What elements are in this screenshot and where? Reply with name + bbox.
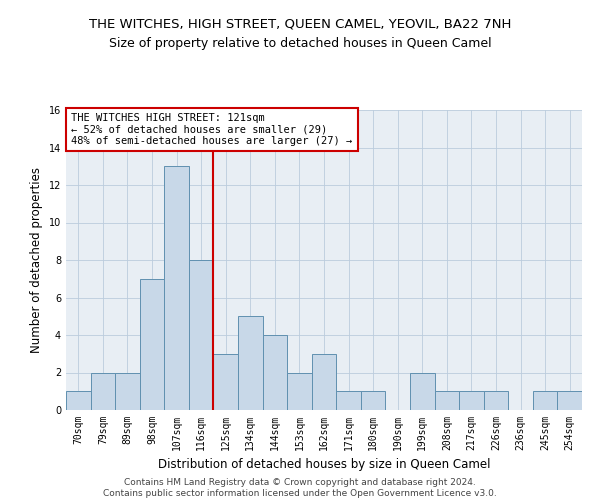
Bar (214, 354, 238, 410)
Bar (263, 335, 287, 410)
Bar (312, 354, 336, 410)
Bar (557, 391, 582, 410)
Bar (238, 316, 263, 410)
Text: Contains HM Land Registry data © Crown copyright and database right 2024.
Contai: Contains HM Land Registry data © Crown c… (103, 478, 497, 498)
Bar (115, 372, 140, 410)
Bar (410, 372, 434, 410)
Bar (459, 391, 484, 410)
Bar (189, 260, 214, 410)
Bar (336, 391, 361, 410)
Bar (287, 372, 312, 410)
Bar (91, 372, 115, 410)
Bar (140, 279, 164, 410)
Bar (533, 391, 557, 410)
Text: Size of property relative to detached houses in Queen Camel: Size of property relative to detached ho… (109, 38, 491, 51)
Y-axis label: Number of detached properties: Number of detached properties (30, 167, 43, 353)
Bar (484, 391, 508, 410)
Bar (66, 391, 91, 410)
X-axis label: Distribution of detached houses by size in Queen Camel: Distribution of detached houses by size … (158, 458, 490, 471)
Text: THE WITCHES HIGH STREET: 121sqm
← 52% of detached houses are smaller (29)
48% of: THE WITCHES HIGH STREET: 121sqm ← 52% of… (71, 113, 352, 146)
Text: THE WITCHES, HIGH STREET, QUEEN CAMEL, YEOVIL, BA22 7NH: THE WITCHES, HIGH STREET, QUEEN CAMEL, Y… (89, 18, 511, 30)
Bar (361, 391, 385, 410)
Bar (434, 391, 459, 410)
Bar (164, 166, 189, 410)
